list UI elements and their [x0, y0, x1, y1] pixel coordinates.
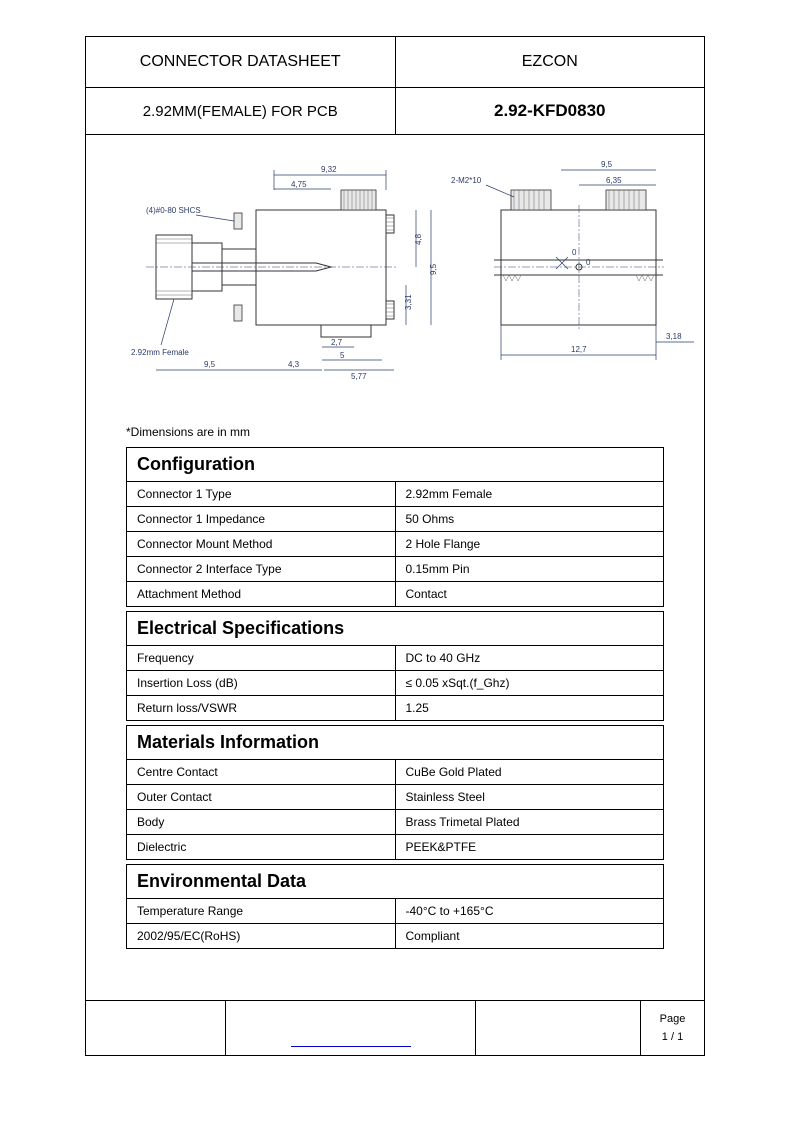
dim-635: 6,35	[606, 176, 622, 185]
dim-5: 5	[340, 351, 345, 360]
table-cell: PEEK&PTFE	[395, 835, 664, 860]
table-row: Connector 2 Interface Type0.15mm Pin	[127, 557, 664, 582]
dim-95r: 9,5	[601, 160, 613, 169]
table-row: DielectricPEEK&PTFE	[127, 835, 664, 860]
table-cell: 2002/95/EC(RoHS)	[127, 924, 396, 949]
section-title: Electrical Specifications	[126, 611, 664, 645]
table-cell: Frequency	[127, 646, 396, 671]
table-cell: Contact	[395, 582, 664, 607]
dim-95h: 9,5	[204, 360, 216, 369]
table-cell: Body	[127, 810, 396, 835]
product-description: 2.92MM(FEMALE) FOR PCB	[86, 88, 396, 134]
svg-text:0: 0	[586, 258, 591, 267]
spec-table: Connector 1 Type2.92mm FemaleConnector 1…	[126, 481, 664, 607]
dim-475: 4,75	[291, 180, 307, 189]
table-cell: Connector 1 Impedance	[127, 507, 396, 532]
table-row: Outer ContactStainless Steel	[127, 785, 664, 810]
table-row: FrequencyDC to 40 GHz	[127, 646, 664, 671]
spec-section: ConfigurationConnector 1 Type2.92mm Fema…	[126, 447, 664, 607]
table-row: Connector Mount Method2 Hole Flange	[127, 532, 664, 557]
table-row: Insertion Loss (dB)≤ 0.05 xSqt.(f_Ghz)	[127, 671, 664, 696]
spec-section: Electrical SpecificationsFrequencyDC to …	[126, 611, 664, 721]
spec-table: Temperature Range-40°C to +165°C2002/95/…	[126, 898, 664, 949]
dim-577: 5,77	[351, 372, 367, 381]
label-shcs: (4)#0-80 SHCS	[146, 206, 201, 215]
page-border: CONNECTOR DATASHEET EZCON 2.92MM(FEMALE)…	[85, 36, 705, 1056]
label-connector: 2.92mm Female	[131, 348, 189, 357]
footer: Page 1 / 1	[86, 1000, 704, 1055]
dim-95v: 9,5	[429, 263, 438, 275]
spec-table: Centre ContactCuBe Gold PlatedOuter Cont…	[126, 759, 664, 860]
header-row-2: 2.92MM(FEMALE) FOR PCB 2.92-KFD0830	[86, 88, 704, 135]
doc-title: CONNECTOR DATASHEET	[86, 37, 396, 87]
technical-drawing: 9,32 4,75 4,8 9,5 3,31 9,5 4,3 2,7	[86, 135, 704, 415]
section-title: Configuration	[126, 447, 664, 481]
dim-932: 9,32	[321, 165, 337, 174]
table-row: Connector 1 Impedance50 Ohms	[127, 507, 664, 532]
svg-text:0: 0	[572, 248, 577, 257]
table-row: Temperature Range-40°C to +165°C	[127, 899, 664, 924]
section-title: Environmental Data	[126, 864, 664, 898]
table-row: Return loss/VSWR1.25	[127, 696, 664, 721]
spec-section: Materials InformationCentre ContactCuBe …	[126, 725, 664, 860]
label-thread: 2-M2*10	[451, 176, 482, 185]
datasheet-page: CONNECTOR DATASHEET EZCON 2.92MM(FEMALE)…	[0, 0, 793, 1122]
table-row: Connector 1 Type2.92mm Female	[127, 482, 664, 507]
table-cell: Brass Trimetal Plated	[395, 810, 664, 835]
table-cell: -40°C to +165°C	[395, 899, 664, 924]
table-row: BodyBrass Trimetal Plated	[127, 810, 664, 835]
table-cell: 2.92mm Female	[395, 482, 664, 507]
table-cell: Temperature Range	[127, 899, 396, 924]
table-row: Centre ContactCuBe Gold Plated	[127, 760, 664, 785]
table-cell: 1.25	[395, 696, 664, 721]
company-name: EZCON	[396, 37, 705, 87]
table-cell: Return loss/VSWR	[127, 696, 396, 721]
table-cell: Connector Mount Method	[127, 532, 396, 557]
dim-331: 3,31	[404, 294, 413, 310]
table-cell: Centre Contact	[127, 760, 396, 785]
table-row: 2002/95/EC(RoHS)Compliant	[127, 924, 664, 949]
dim-48: 4,8	[414, 233, 423, 245]
table-cell: 50 Ohms	[395, 507, 664, 532]
table-cell: Connector 2 Interface Type	[127, 557, 396, 582]
table-cell: Outer Contact	[127, 785, 396, 810]
table-cell: ≤ 0.05 xSqt.(f_Ghz)	[395, 671, 664, 696]
header-row-1: CONNECTOR DATASHEET EZCON	[86, 37, 704, 88]
spec-content: ConfigurationConnector 1 Type2.92mm Fema…	[86, 447, 704, 949]
table-cell: Stainless Steel	[395, 785, 664, 810]
table-cell: DC to 40 GHz	[395, 646, 664, 671]
section-title: Materials Information	[126, 725, 664, 759]
table-cell: Dielectric	[127, 835, 396, 860]
table-cell: 2 Hole Flange	[395, 532, 664, 557]
table-cell: Insertion Loss (dB)	[127, 671, 396, 696]
dimensions-note: *Dimensions are in mm	[86, 425, 704, 439]
footer-cell-1	[86, 1001, 226, 1055]
footer-cell-2	[226, 1001, 476, 1055]
table-row: Attachment MethodContact	[127, 582, 664, 607]
spec-table: FrequencyDC to 40 GHzInsertion Loss (dB)…	[126, 645, 664, 721]
table-cell: 0.15mm Pin	[395, 557, 664, 582]
table-cell: Attachment Method	[127, 582, 396, 607]
page-value: 1 / 1	[662, 1031, 683, 1043]
page-label: Page	[660, 1013, 686, 1025]
footer-cell-3	[476, 1001, 641, 1055]
spec-section: Environmental DataTemperature Range-40°C…	[126, 864, 664, 949]
dim-43: 4,3	[288, 360, 300, 369]
dim-27: 2,7	[331, 338, 343, 347]
table-cell: CuBe Gold Plated	[395, 760, 664, 785]
dim-318: 3,18	[666, 332, 682, 341]
dim-127: 12,7	[571, 345, 587, 354]
table-cell: Connector 1 Type	[127, 482, 396, 507]
footer-page: Page 1 / 1	[641, 1001, 704, 1055]
table-cell: Compliant	[395, 924, 664, 949]
footer-link[interactable]	[291, 1045, 411, 1047]
part-number: 2.92-KFD0830	[396, 88, 705, 134]
